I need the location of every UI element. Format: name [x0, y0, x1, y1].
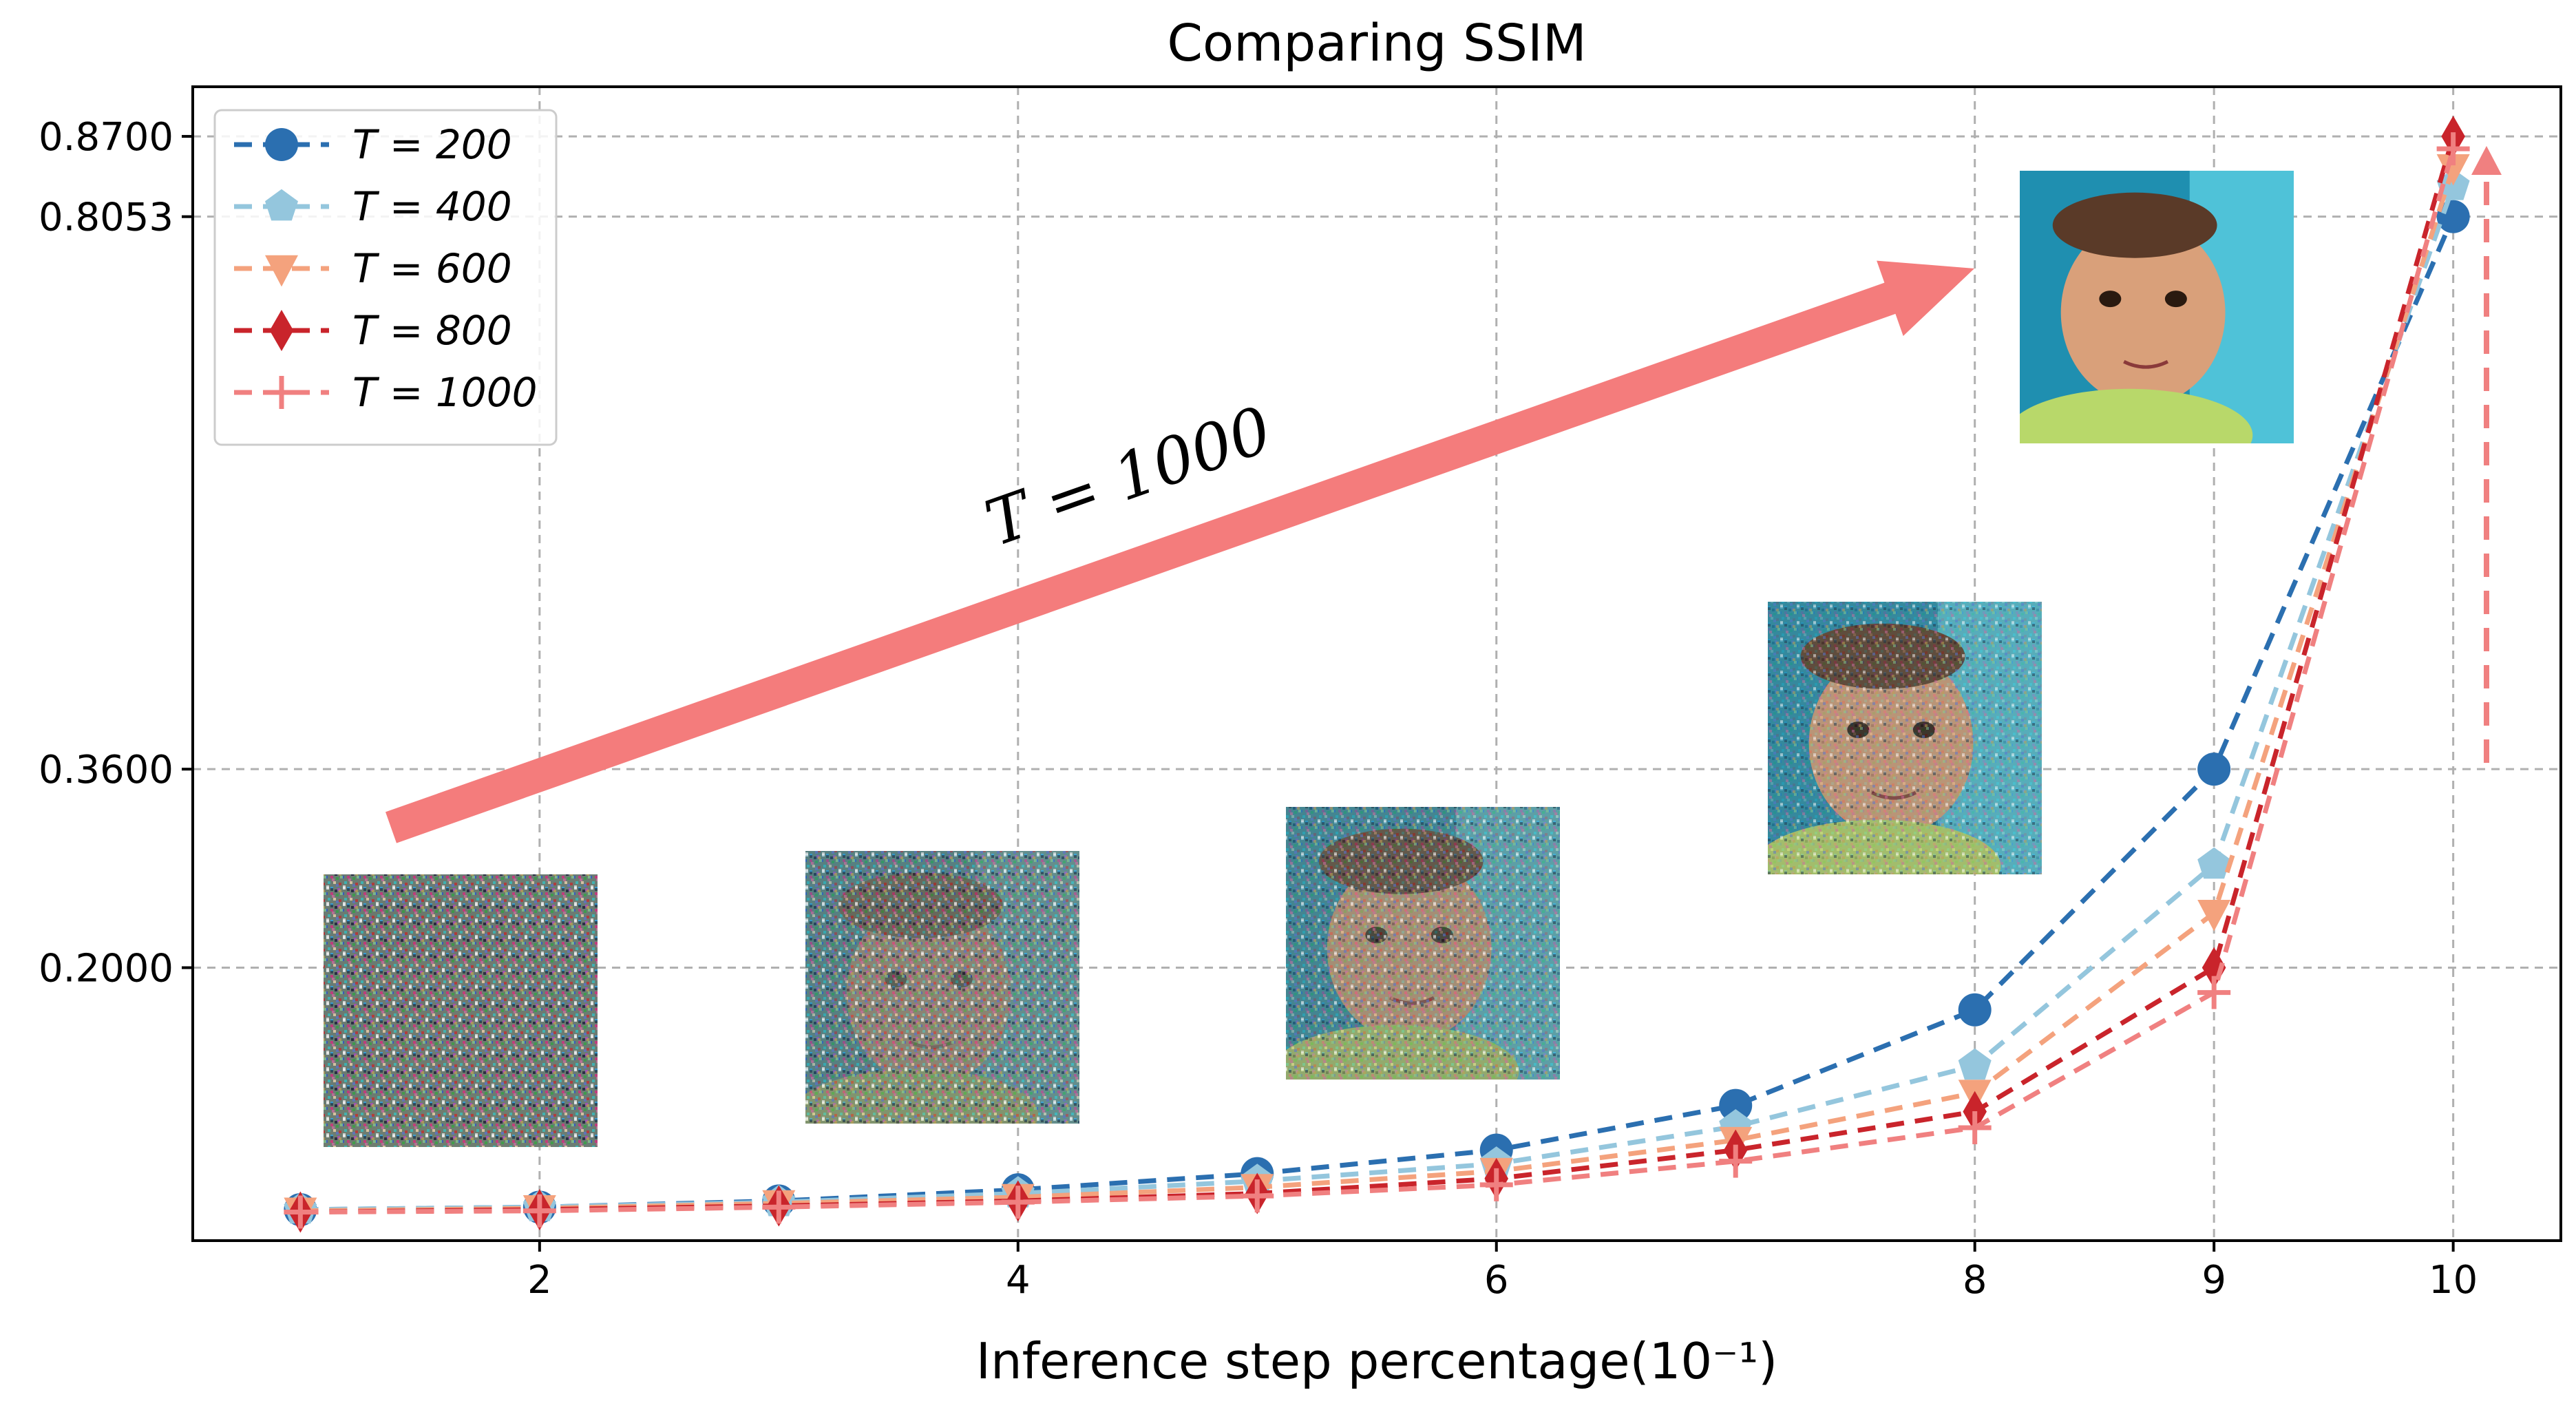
legend-label: T = 400: [352, 183, 512, 230]
data-point: [1241, 1179, 1274, 1213]
noise-image-x4: [805, 851, 1079, 1124]
y-tick-label: 0.8700: [39, 115, 173, 160]
noise-image-x6: [1286, 807, 1560, 1080]
data-point: [1958, 1111, 1992, 1145]
legend-item: T = 400: [234, 183, 512, 230]
chart-title: Comparing SSIM: [1167, 14, 1586, 73]
series-t1000: [284, 132, 2470, 1229]
data-point: [284, 1195, 317, 1229]
legend-box: [213, 109, 558, 446]
clean-image-x10: [2020, 171, 2294, 443]
legend-label: T = 1000: [352, 369, 538, 416]
x-tick-label: 10: [2429, 1258, 2478, 1303]
data-point: [1958, 993, 1992, 1027]
legend-label: T = 800: [352, 307, 512, 354]
y-tick-label: 0.2000: [39, 947, 173, 991]
noise-image-x2: [324, 874, 598, 1147]
data-point: [1719, 1088, 1753, 1122]
legend-item: T = 200: [234, 121, 512, 168]
data-point: [1719, 1144, 1753, 1178]
x-tick-label: 2: [527, 1258, 552, 1303]
trend-arrow: [386, 260, 1974, 843]
data-point: [2197, 976, 2231, 1009]
x-axis-label: Inference step percentage(10⁻¹): [976, 1332, 1777, 1390]
legend-item: T = 1000: [234, 369, 538, 416]
x-tick-label: 8: [1963, 1258, 1987, 1303]
series-line: [300, 148, 2456, 1215]
data-point: [2436, 154, 2470, 186]
data-point: [2197, 847, 2231, 879]
x-tick-label: 6: [1484, 1258, 1509, 1303]
data-point: [1958, 1048, 1992, 1080]
data-point: [2197, 900, 2231, 932]
noise-image-x8: [1768, 602, 2042, 874]
dashed-arrow-head: [2471, 146, 2502, 175]
legend-label: T = 600: [352, 245, 512, 292]
inset-images: [324, 171, 2294, 1147]
plot-frame: [191, 85, 2562, 1242]
y-tick-label: 0.3600: [39, 748, 173, 792]
data-point: [2436, 132, 2470, 166]
y-tick-label: 0.8053: [39, 196, 173, 240]
legend-marker: [269, 310, 294, 351]
data-point: [762, 1190, 796, 1224]
legend-marker: [265, 255, 298, 287]
x-tick-label: 4: [1006, 1258, 1031, 1303]
data-series: [284, 116, 2470, 1233]
legend-item: T = 800: [234, 307, 512, 354]
legend-label: T = 200: [352, 121, 512, 168]
legend-marker: [265, 189, 298, 221]
data-point: [1479, 1168, 1513, 1201]
x-tick-label: 9: [2202, 1258, 2226, 1303]
axis-ticks: 2 4 6 8 9 10 0.8700 0.8053 0.3600 0.2000: [39, 115, 2478, 1303]
data-point: [2202, 947, 2226, 989]
legend: T = 200 T = 400 T = 600 T = 800 T = 1000: [213, 109, 558, 446]
data-point: [522, 1194, 556, 1228]
legend-marker: [265, 376, 298, 409]
legend-item: T = 600: [234, 245, 512, 292]
data-point: [1001, 1186, 1035, 1219]
legend-marker: [265, 128, 298, 161]
data-point: [2197, 753, 2231, 786]
